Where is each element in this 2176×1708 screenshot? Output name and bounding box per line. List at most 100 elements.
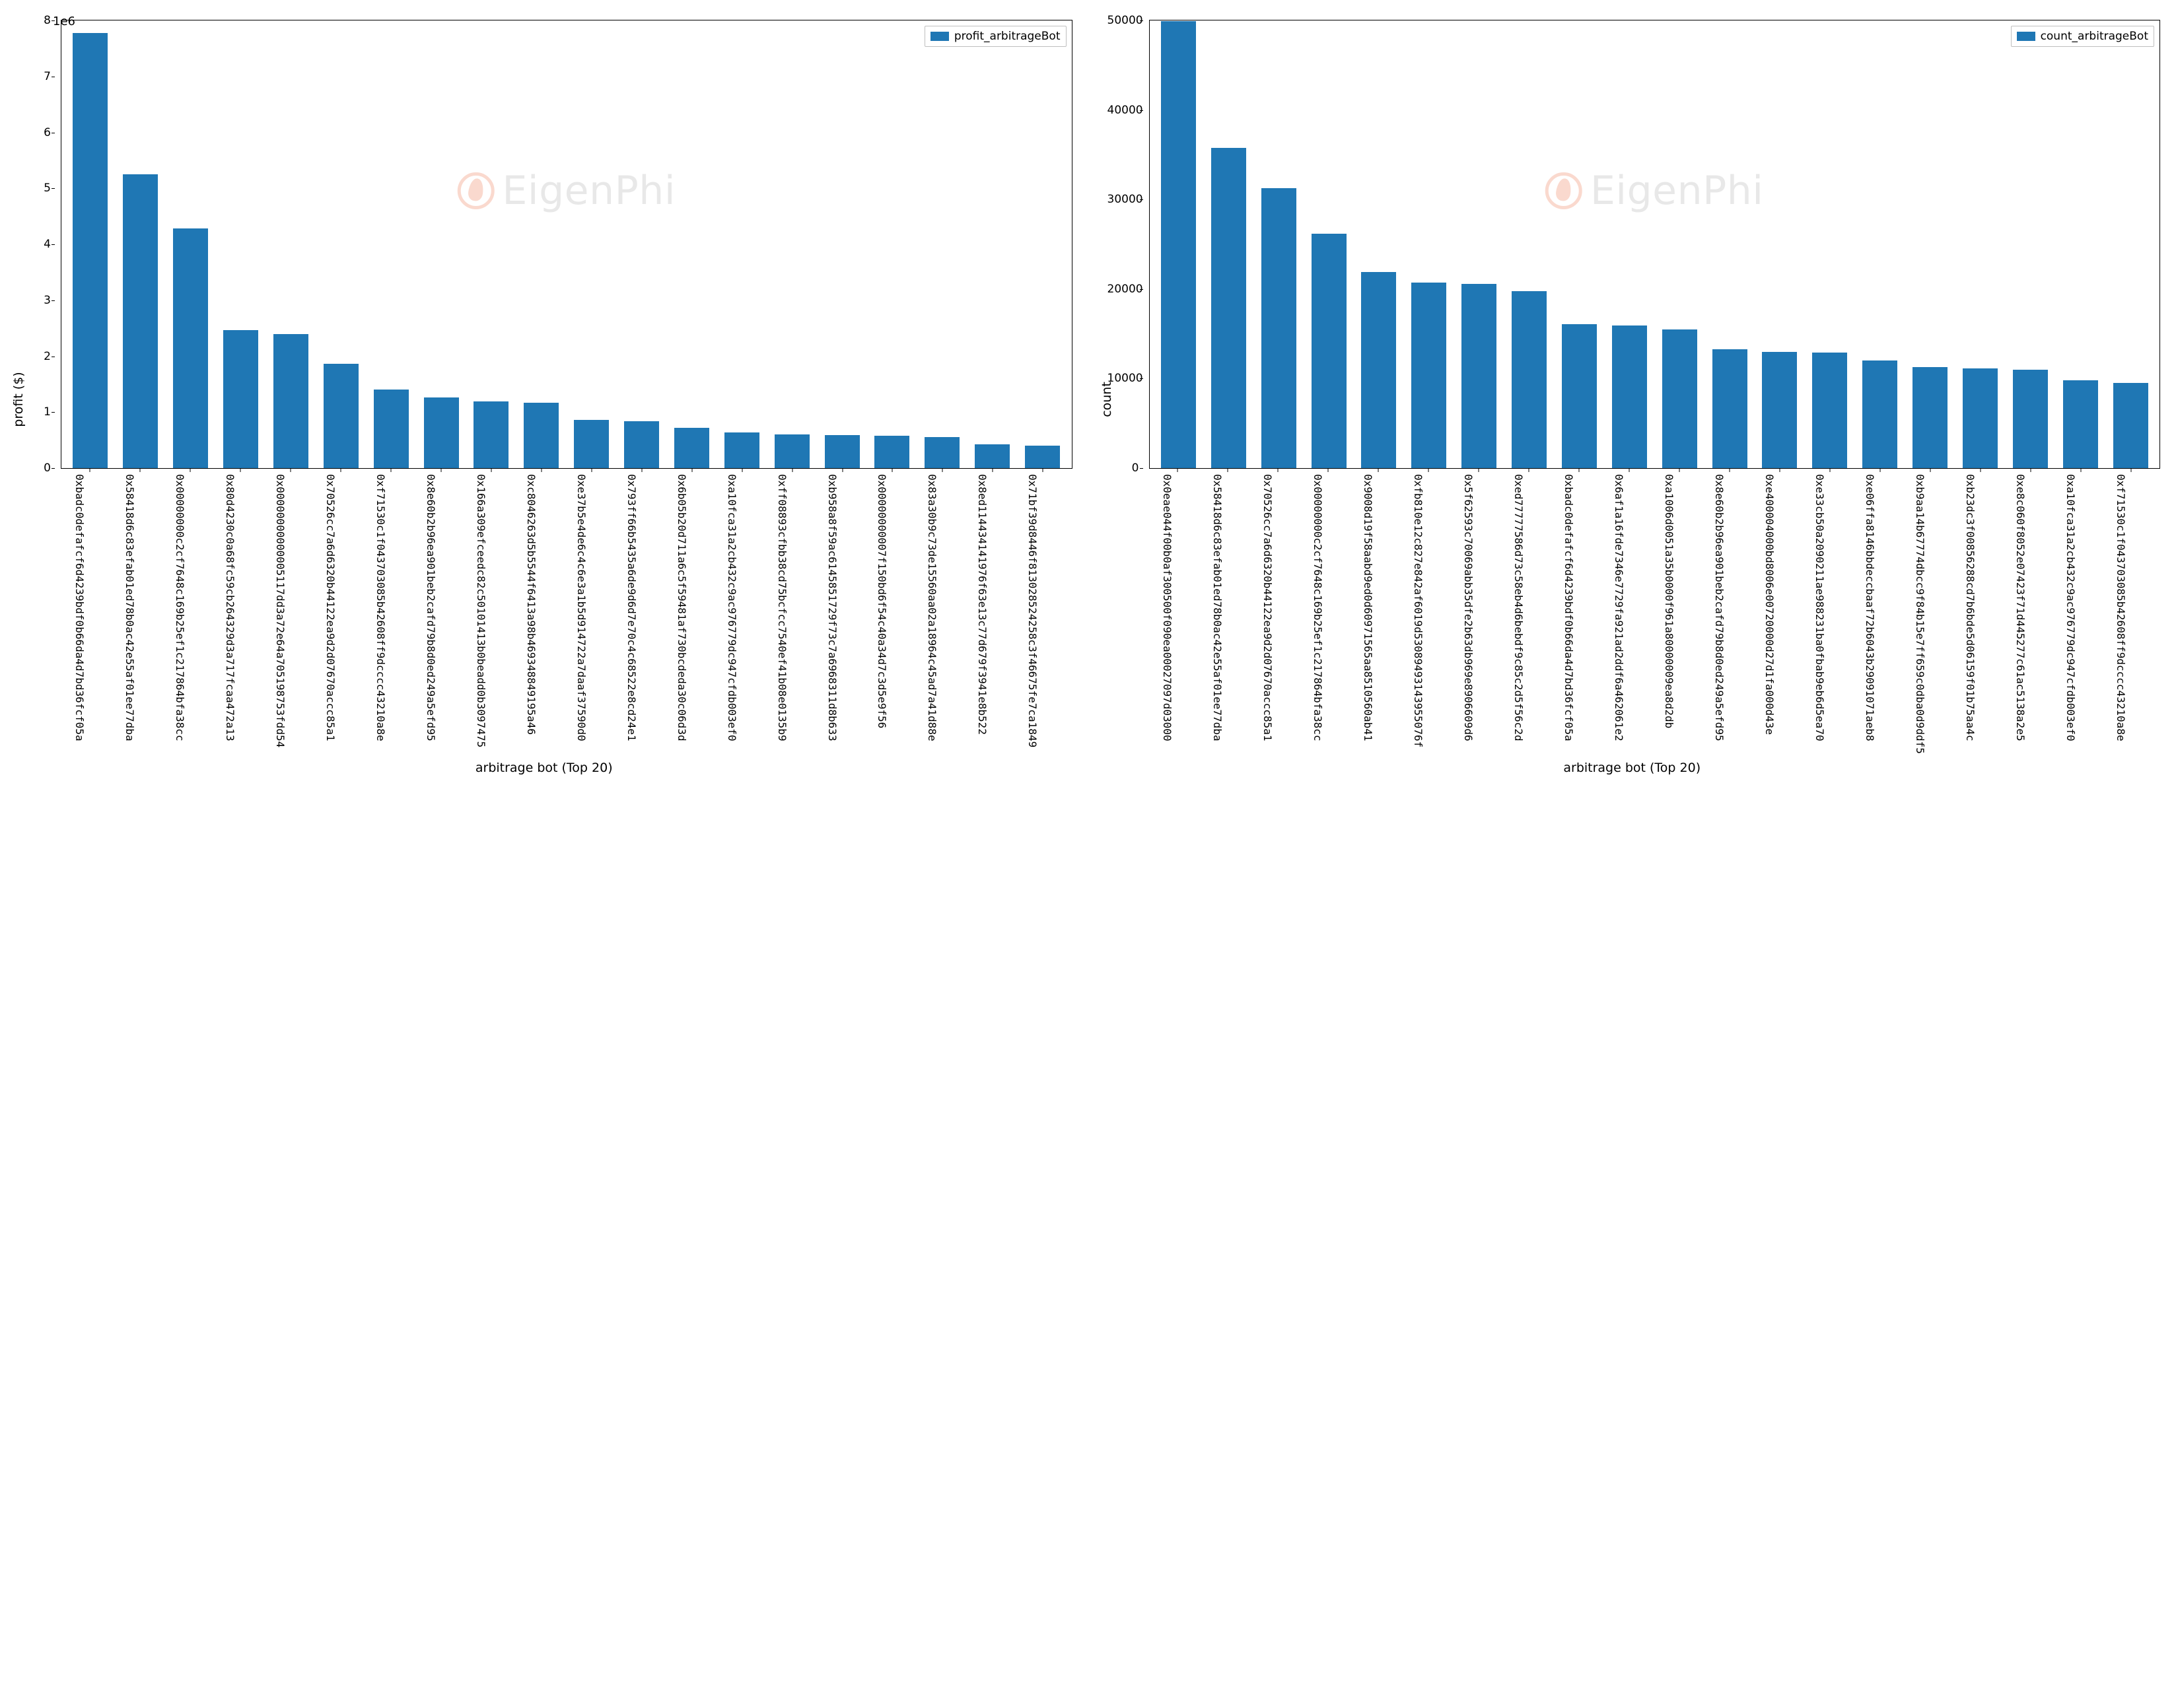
bar (574, 420, 609, 468)
xtick-label: 0xff08893cfbb38cd75bcfcc7540ef41b08e0135… (776, 474, 789, 741)
xtick-mark (390, 469, 391, 472)
xtick-label: 0x58418d6c83efab01ed78b0ac42e55af01ee77d… (1211, 474, 1224, 741)
xtick-label: 0x00000000007f150bd6f54c40a34d7c3d5e9f56 (876, 474, 888, 728)
xtick-label: 0x80d4230c0a68fc59cb264329d3a717fcaa472a… (224, 474, 236, 741)
xtick-mark (440, 469, 441, 472)
bar-slot (767, 20, 817, 468)
xtick-label: 0xe37b5e4de6c4c6e3a1b5d914722a7daaf37590… (575, 474, 588, 741)
xtick-mark (1177, 469, 1178, 472)
bar-slot (1203, 20, 1253, 468)
bar-slot (2055, 20, 2105, 468)
bar (775, 434, 810, 468)
bar-slot (116, 20, 166, 468)
xtick-label: 0x00000000000005117dd3a72e64a705198753fd… (274, 474, 287, 747)
bar-slot (1253, 20, 1304, 468)
bar-slot (366, 20, 416, 468)
bar (1461, 284, 1496, 468)
bar-slot (967, 20, 1018, 468)
xtick-label: 0x58418d6c83efab01ed78b0ac42e55af01ee77d… (123, 474, 136, 741)
xtick-mark (1880, 469, 1881, 472)
xtick-mark (89, 469, 90, 472)
xtick-label: 0x6af1a16fde7346e7729fa921ad2ddf6a462061… (1613, 474, 1625, 741)
xtick-mark (1579, 469, 1580, 472)
bar-slot (617, 20, 667, 468)
xtick-label: 0x6b05b20d711a6c5f59481af730bcdeda30c06d… (676, 474, 688, 741)
left-panel: 1e6 profit ($) EigenPhi 012345678 profit… (13, 20, 1075, 779)
bar (825, 435, 860, 468)
x-axis-label: arbitrage bot (Top 20) (13, 761, 1075, 775)
bar-slot (416, 20, 466, 468)
right-y-ticks: 01000020000300004000050000 (1143, 20, 1150, 468)
bar (874, 436, 909, 468)
xtick-label: 0xa10fca31a2cb432c9ac976779dc947cfdb003e… (2064, 474, 2077, 741)
bar-slot (65, 20, 116, 468)
xtick-label: 0x166a309efceedc82c50101413b0beadd0b3097… (475, 474, 487, 747)
xtick-label: 0x71bf39d8446f813028524258c3f46675fe7ca1… (1026, 474, 1039, 747)
bar (1261, 188, 1296, 468)
bar-slot (1654, 20, 1704, 468)
bar-slot (1354, 20, 1404, 468)
bar-slot (1955, 20, 2006, 468)
xtick-label: 0xf71530c1f043703085b42608ff9dcccc43210a… (374, 474, 387, 741)
ytick-label: 2 (19, 350, 51, 363)
xtick-mark (1930, 469, 1931, 472)
bar-slot (1454, 20, 1504, 468)
bar (324, 364, 359, 468)
xtick-label: 0x8e60b2b96ea901beb2cafd79b8d0ed249a5efd… (425, 474, 437, 741)
xtick-mark (942, 469, 943, 472)
bar-slot (1805, 20, 1855, 468)
xtick-mark (892, 469, 893, 472)
bar (223, 330, 258, 468)
bar (1361, 272, 1396, 468)
bar-slot (1504, 20, 1555, 468)
legend-label: count_arbitrageBot (2041, 30, 2148, 43)
left-x-axis-area: 0xbadc0defafcf6d4239bdf0b66da4d7bd36fcf0… (13, 469, 1075, 779)
xtick-label: 0xe33cb50a2090211ae988231ba0fbab9eb6d5ea… (1813, 474, 1826, 741)
bar-slot (1555, 20, 1605, 468)
bar-slot (1905, 20, 1955, 468)
right-legend: count_arbitrageBot (2011, 26, 2154, 47)
bar (1512, 291, 1547, 468)
xtick-label: 0xa10fca31a2cb432c9ac976779dc947cfdb003e… (726, 474, 738, 741)
ytick-label: 4 (19, 238, 51, 251)
bar (1662, 329, 1697, 468)
bar-slot (516, 20, 567, 468)
legend-swatch (930, 32, 949, 41)
bar (1562, 324, 1597, 468)
bar (724, 432, 759, 468)
bar-slot (1154, 20, 1204, 468)
ytick-mark (52, 412, 55, 413)
xtick-label: 0xc8046263d5b5544f6413a98b469348849195a4… (525, 474, 538, 735)
left-legend: profit_arbitrageBot (925, 26, 1067, 47)
bar (1025, 446, 1060, 468)
ytick-mark (52, 20, 55, 21)
figure: 1e6 profit ($) EigenPhi 012345678 profit… (0, 0, 2176, 792)
bar (474, 401, 509, 468)
bar-slot (567, 20, 617, 468)
bar-slot (867, 20, 917, 468)
bar-slot (316, 20, 366, 468)
bar (374, 390, 409, 468)
bar (925, 437, 960, 468)
xtick-mark (2080, 469, 2081, 472)
ytick-mark (52, 244, 55, 245)
xtick-label: 0xe8c060f8052e07423f71d445277c61ac5138a2… (2014, 474, 2027, 741)
bar (524, 403, 559, 468)
bar (1913, 367, 1948, 468)
bar-slot (1855, 20, 1905, 468)
bar (123, 174, 158, 468)
xtick-label: 0xb958a8f59ac6145851729f73c7a6968311d8b6… (826, 474, 839, 741)
bar (2013, 370, 2048, 468)
xtick-mark (1629, 469, 1630, 472)
bar (73, 33, 108, 468)
xtick-mark (842, 469, 843, 472)
xtick-label: 0x70526cc7a6d6320b44122ea9d2d07670accc85… (324, 474, 337, 741)
bar (1211, 148, 1246, 468)
xtick-label: 0xa1006d0051a35b0000f961a80000009ea8d2db (1663, 474, 1675, 728)
xtick-label: 0x8ed114434141976f63e13c77d679f3941e8b52… (976, 474, 989, 735)
bar (1862, 360, 1897, 468)
bar (2113, 383, 2148, 468)
bar (1712, 349, 1747, 468)
xtick-label: 0xbadc0defafcf6d4239bdf0b66da4d7bd36fcf0… (73, 474, 86, 741)
ytick-label: 7 (19, 70, 51, 83)
